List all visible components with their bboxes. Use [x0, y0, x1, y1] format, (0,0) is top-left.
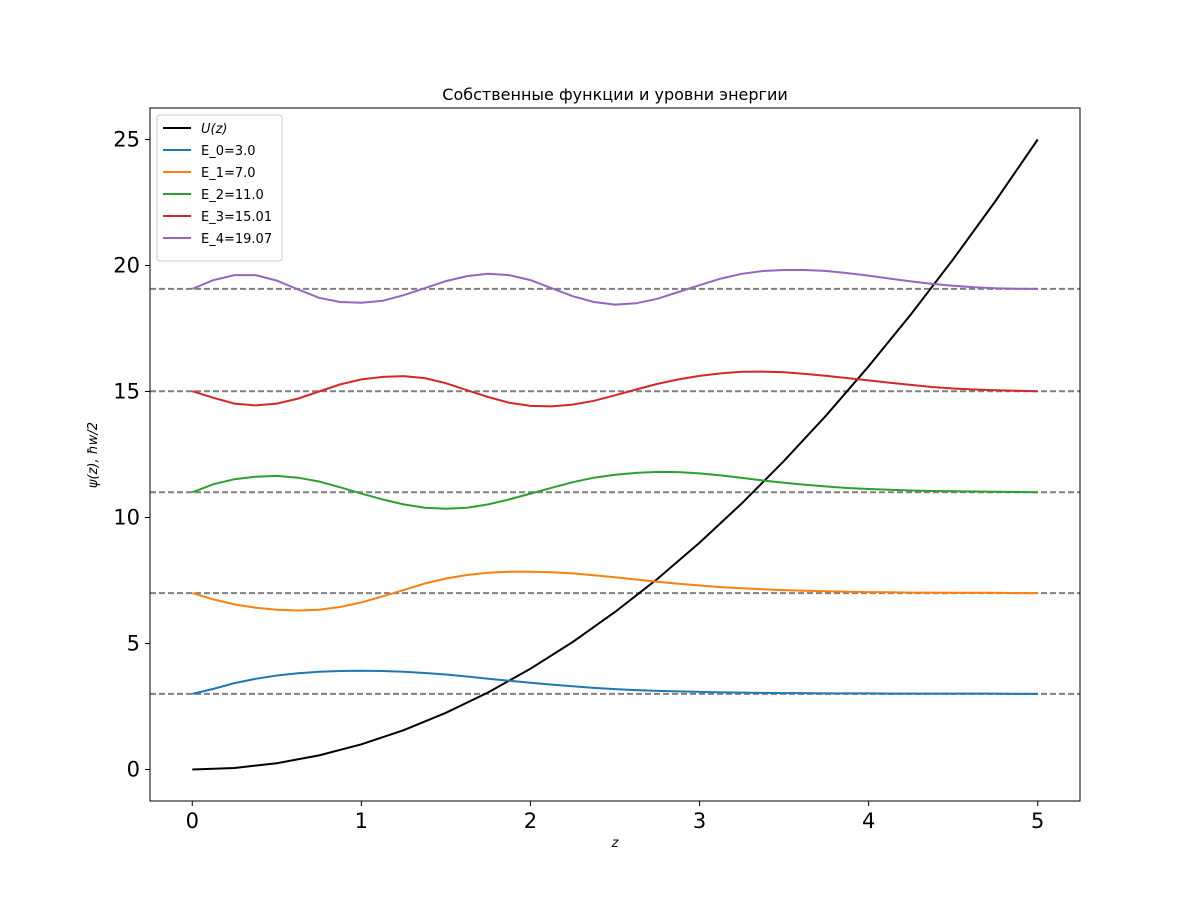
legend-box [156, 114, 283, 262]
plot-frame [149, 107, 1081, 802]
series-line-2 [191, 470, 1038, 510]
x-tick-label: 2 [524, 809, 537, 833]
y-tick-label: 15 [113, 380, 140, 404]
x-tick-label: 4 [862, 809, 875, 833]
y-tick-label: 5 [127, 632, 140, 656]
series-line-4 [191, 269, 1038, 306]
y-axis-label: ψ(z), ħw/2 [86, 422, 101, 488]
x-tick-label: 0 [186, 809, 199, 833]
series-line-1 [192, 570, 1038, 612]
y-tick-label: 20 [113, 254, 140, 278]
x-axis-label: z [611, 836, 620, 851]
chart-title: Собственные функции и уровни энергии [442, 85, 787, 104]
y-tick-label: 10 [113, 506, 140, 530]
legend-label-3: E_2=11.0 [201, 188, 264, 203]
ticks-layer: 0 1 2 3 4 5 0 5 10 15 20 25 [113, 128, 1044, 834]
series-line-3 [192, 370, 1038, 408]
legend-label-1: E_0=3.0 [201, 144, 256, 159]
legend-label-2: E_1=7.0 [201, 166, 256, 181]
potential-line [192, 138, 1039, 771]
x-tick-label: 1 [355, 809, 368, 833]
legend-label-0: U(z) [201, 122, 227, 137]
y-tick-label: 0 [127, 758, 140, 782]
legend: U(z) E_0=3.0 E_1=7.0 E_2=11.0 E_3=15.01 E_4=1… [156, 114, 283, 262]
x-tick-label: 5 [1031, 809, 1044, 833]
x-tick-label: 3 [693, 809, 706, 833]
legend-label-5: E_4=19.07 [201, 232, 272, 247]
plot-layer [150, 138, 1080, 771]
y-tick-label: 25 [113, 128, 140, 152]
series-line-0 [192, 669, 1038, 695]
legend-label-4: E_3=15.01 [201, 210, 272, 225]
